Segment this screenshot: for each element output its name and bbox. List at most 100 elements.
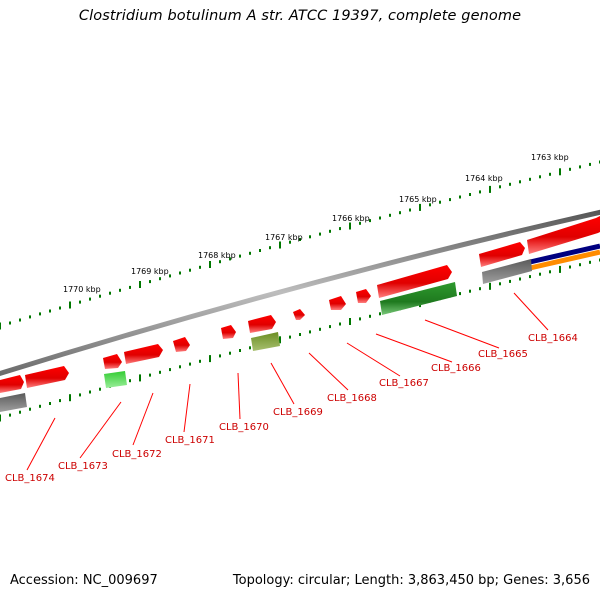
gene-arrow	[221, 325, 236, 339]
gene-label: CLB_1669	[273, 407, 323, 418]
ruler-major-tick	[279, 336, 281, 344]
ruler-minor-tick	[519, 180, 521, 184]
ruler-label: 1763 kbp	[531, 153, 569, 162]
ruler-major-tick	[489, 185, 491, 193]
ruler-minor-tick	[499, 282, 501, 286]
ruler-major-tick	[559, 168, 561, 176]
ruler-label: 1769 kbp	[131, 267, 169, 276]
gene-arrow	[293, 309, 305, 320]
inner-ruler	[0, 258, 600, 422]
ruler-minor-tick	[529, 275, 531, 279]
gene-block	[380, 282, 457, 315]
ruler-minor-tick	[59, 399, 61, 403]
ruler-major-tick	[349, 318, 351, 325]
ruler-minor-tick	[579, 263, 581, 267]
accession-label: Accession: NC_009697	[10, 573, 158, 588]
leader-line	[183, 383, 191, 433]
ruler-major-tick	[209, 261, 211, 268]
ruler-minor-tick	[439, 200, 441, 204]
ruler-major-tick	[139, 281, 141, 288]
ruler-minor-tick	[579, 165, 581, 169]
ruler-minor-tick	[159, 370, 161, 374]
ruler-minor-tick	[289, 240, 291, 244]
ruler-minor-tick	[549, 172, 551, 176]
ruler-minor-tick	[329, 229, 331, 233]
gene-arrow	[103, 354, 122, 369]
genome-summary: Topology: circular; Length: 3,863,450 bp…	[232, 573, 590, 588]
orange-track	[529, 249, 600, 271]
leader-line	[308, 352, 349, 391]
ruler-label: 1770 kbp	[63, 285, 101, 294]
gene-block	[482, 259, 532, 284]
ruler-minor-tick	[109, 291, 111, 295]
ruler-minor-tick	[409, 208, 411, 212]
ruler-minor-tick	[159, 277, 161, 281]
gene-arrow	[356, 289, 371, 303]
ruler-minor-tick	[99, 294, 101, 298]
gene-label: CLB_1666	[431, 363, 481, 374]
ruler-minor-tick	[389, 213, 391, 217]
leader-line	[79, 401, 122, 459]
ruler-minor-tick	[119, 288, 121, 292]
gene-label: CLB_1673	[58, 461, 108, 472]
ruler-major-tick	[209, 355, 211, 363]
outer-ruler	[0, 160, 600, 330]
ruler-minor-tick	[399, 211, 401, 215]
ruler-minor-tick	[459, 195, 461, 199]
gene-label: CLB_1671	[165, 435, 215, 446]
ruler-major-tick	[559, 265, 561, 273]
ruler-label: 1764 kbp	[465, 174, 503, 183]
leader-line	[375, 333, 453, 363]
ruler-minor-tick	[99, 387, 101, 391]
ruler-minor-tick	[9, 321, 11, 325]
gene-label: CLB_1668	[327, 393, 377, 404]
ruler-minor-tick	[79, 300, 81, 304]
ruler-minor-tick	[309, 235, 311, 239]
map-title: Clostridium botulinum A str. ATCC 19397,…	[78, 8, 522, 24]
ruler-minor-tick	[469, 193, 471, 196]
ruler-label: 1766 kbp	[332, 214, 370, 223]
ruler-minor-tick	[359, 317, 361, 321]
gene-label: CLB_1672	[112, 449, 162, 460]
forward-genes	[0, 216, 600, 393]
ruler-minor-tick	[469, 289, 471, 293]
genome-backbone	[0, 209, 600, 377]
ruler-minor-tick	[359, 221, 361, 225]
gene-arrow	[124, 344, 163, 364]
ruler-major-tick	[0, 322, 1, 330]
ruler-minor-tick	[149, 373, 151, 377]
ruler-minor-tick	[459, 292, 461, 296]
ruler-minor-tick	[79, 393, 81, 397]
ruler-minor-tick	[39, 312, 41, 316]
ruler-minor-tick	[429, 203, 431, 207]
ruler-minor-tick	[29, 407, 31, 411]
ruler-minor-tick	[49, 309, 51, 313]
ruler-minor-tick	[89, 390, 91, 394]
gene-arrow	[173, 337, 190, 352]
ruler-minor-tick	[299, 238, 301, 241]
ruler-minor-tick	[369, 219, 371, 223]
gene-block	[104, 371, 127, 388]
ruler-minor-tick	[19, 318, 21, 322]
ruler-label: 1768 kbp	[198, 251, 236, 260]
ruler-minor-tick	[129, 285, 131, 289]
ruler-label: 1767 kbp	[265, 233, 303, 242]
ruler-minor-tick	[289, 335, 291, 339]
gene-arrow	[329, 296, 346, 310]
navy-track	[529, 243, 600, 265]
ruler-minor-tick	[19, 410, 21, 414]
ruler-minor-tick	[39, 404, 41, 408]
ruler-minor-tick	[179, 271, 181, 275]
ruler-minor-tick	[379, 312, 381, 316]
ruler-label: 1765 kbp	[399, 195, 437, 204]
ruler-major-tick	[69, 301, 71, 309]
ruler-minor-tick	[449, 198, 451, 202]
gene-arrow	[479, 242, 525, 267]
ruler-minor-tick	[319, 232, 321, 236]
ruler-labels: 1763 kbp 1764 kbp 1765 kbp 1766 kbp 1767…	[63, 153, 569, 294]
leader-line	[346, 342, 401, 377]
gene-block	[251, 332, 280, 351]
ruler-major-tick	[489, 282, 491, 290]
ruler-minor-tick	[9, 413, 11, 417]
